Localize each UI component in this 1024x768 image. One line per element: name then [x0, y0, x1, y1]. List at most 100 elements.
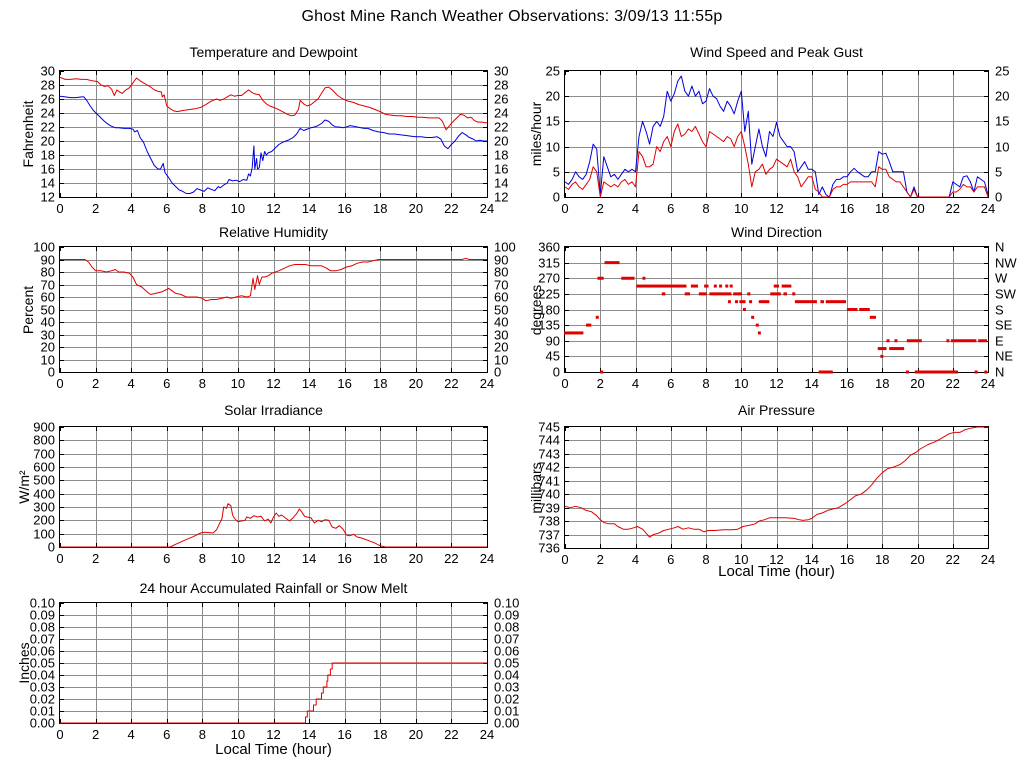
x-tick-label: 24	[479, 201, 495, 216]
y-tick-label: 90	[40, 252, 55, 267]
chart-title: Air Pressure	[737, 402, 816, 418]
y-tick-label: 0.04	[494, 667, 520, 683]
y-tick-label: S	[995, 302, 1004, 317]
y-tick-label: 600	[33, 459, 55, 475]
series-direction	[713, 284, 717, 288]
x-tick-label: 18	[875, 552, 890, 567]
x-tick-label: 10	[230, 551, 246, 566]
y-tick-label: 30	[40, 63, 55, 79]
series-accumulated_rainfall	[60, 662, 487, 724]
y-tick-label: 0	[995, 189, 1003, 205]
x-tick-label: 22	[444, 376, 459, 391]
y-tick-label: 90	[494, 252, 509, 267]
y-tick-label: 30	[494, 63, 509, 79]
x-tick-label: 12	[266, 376, 281, 391]
y-tick-label: N	[995, 239, 1005, 255]
y-tick-label: 70	[494, 277, 509, 292]
x-tick-label: 14	[301, 376, 317, 391]
y-tick-label: 15	[545, 113, 560, 129]
x-tick-label: 22	[444, 551, 459, 566]
y-tick-label: 900	[33, 419, 55, 435]
y-tick-label: 10	[545, 139, 560, 155]
x-tick-label: 6	[163, 201, 171, 216]
x-tick-label: 14	[301, 727, 317, 742]
x-tick-label: 8	[198, 201, 206, 216]
x-tick-label: 10	[230, 201, 246, 216]
x-tick-label: 2	[596, 376, 604, 391]
y-tick-label: 20	[995, 88, 1010, 104]
x-tick-label: 24	[980, 201, 996, 216]
y-tick-label: 300	[33, 499, 55, 515]
y-tick-label: 0.02	[29, 691, 55, 707]
plot-area	[59, 426, 488, 548]
y-tick-label: 744	[538, 432, 560, 448]
x-tick-label: 18	[373, 727, 388, 742]
x-tick-label: 14	[804, 552, 819, 567]
x-tick-label: 4	[127, 201, 135, 216]
x-tick-label: 2	[91, 551, 100, 566]
series-direction	[825, 300, 846, 304]
y-tick-label: 0.00	[494, 715, 520, 731]
plot-area	[564, 426, 989, 549]
x-tick-label: 22	[945, 201, 960, 216]
y-tick-label: 739	[538, 500, 560, 516]
y-tick-label: 16	[40, 161, 55, 177]
series-direction	[733, 292, 743, 296]
y-tick-label: 30	[494, 327, 509, 342]
plot-border	[59, 426, 488, 548]
y-tick-label: 18	[40, 147, 55, 163]
x-tick-label: 2	[91, 376, 100, 391]
x-tick-label: 8	[702, 376, 710, 391]
series-direction	[783, 292, 787, 296]
series-direction	[709, 292, 732, 296]
y-tick-label: 50	[494, 302, 509, 317]
x-tick-label: 2	[596, 201, 604, 216]
y-tick-label: 0.05	[29, 655, 55, 671]
series-direction	[684, 292, 691, 296]
series-direction	[946, 339, 950, 343]
x-tick-label: 24	[980, 376, 996, 391]
x-tick-label: 24	[479, 551, 495, 566]
y-tick-label: 0.03	[29, 679, 55, 695]
y-tick-label: 740	[538, 486, 560, 502]
y-tick-label: 0	[47, 539, 55, 555]
y-tick-label: E	[995, 333, 1004, 349]
y-tick-label: 22	[40, 119, 55, 135]
x-tick-label: 22	[945, 376, 960, 391]
x-tick-label: 16	[337, 201, 352, 216]
y-tick-label: 10	[494, 352, 509, 367]
y-tick-label: 20	[40, 339, 55, 355]
series-irradiance	[60, 503, 487, 548]
y-tick-label: 0.06	[29, 643, 55, 659]
series-direction	[984, 370, 988, 374]
x-tick-label: 14	[804, 201, 819, 216]
y-tick-label: 60	[494, 289, 509, 305]
y-tick-label: 0.05	[494, 655, 520, 671]
x-tick-label: 8	[198, 376, 206, 391]
x-tick-label: 10	[230, 727, 246, 742]
y-tick-label: 0.02	[494, 691, 520, 707]
series-direction	[755, 323, 759, 327]
x-tick-label: 20	[408, 376, 424, 391]
x-tick-label: 0	[56, 201, 64, 216]
x-tick-label: 18	[373, 376, 388, 391]
x-tick-label: 18	[373, 201, 388, 216]
plot-area	[59, 602, 488, 724]
series-direction	[698, 292, 707, 296]
plot-border	[59, 70, 488, 198]
y-tick-label: 10	[40, 352, 55, 367]
y-tick-label: N	[995, 364, 1005, 380]
y-tick-label: 30	[40, 327, 55, 342]
x-tick-label: 16	[839, 201, 855, 216]
series-direction	[950, 339, 977, 343]
y-tick-label: 0.07	[29, 631, 55, 647]
y-tick-label: 40	[40, 314, 55, 330]
x-tick-label: 16	[337, 551, 352, 566]
series-direction	[974, 370, 978, 374]
x-tick-label: 4	[631, 376, 640, 391]
series-direction	[661, 292, 666, 296]
x-tick-label: 22	[444, 727, 459, 742]
